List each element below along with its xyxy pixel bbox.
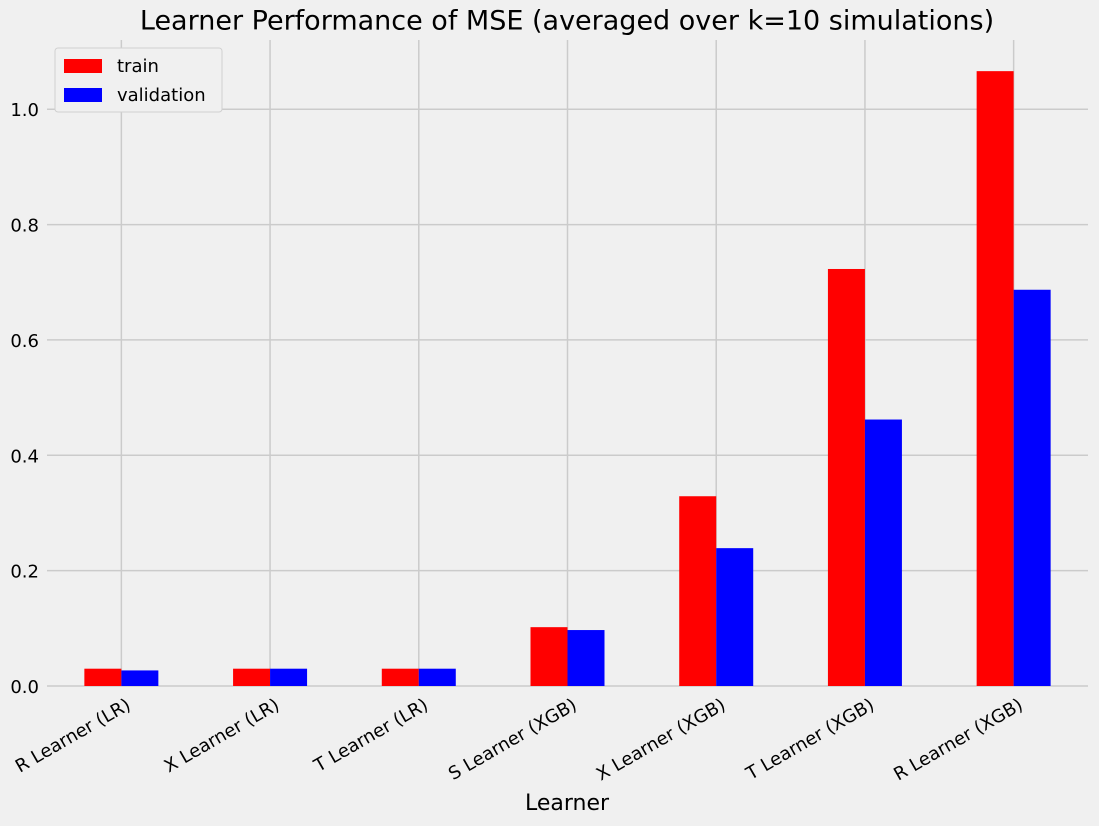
y-tick-label: 0.4: [10, 446, 39, 467]
bar: [381, 668, 419, 686]
bar: [976, 71, 1014, 687]
bar: [827, 268, 865, 686]
legend-swatch: [64, 88, 102, 102]
y-tick-label: 0.2: [10, 562, 39, 583]
y-tick-label: 0.6: [10, 331, 39, 352]
bar: [530, 627, 568, 686]
legend-swatch: [64, 59, 102, 73]
bar: [1013, 289, 1051, 686]
bar: [567, 630, 605, 686]
bar: [679, 496, 717, 686]
bar: [121, 670, 159, 686]
x-axis-label: Learner: [525, 791, 610, 816]
bar: [84, 668, 122, 686]
bar: [716, 548, 754, 686]
y-tick-label: 1.0: [10, 100, 39, 121]
y-tick-label: 0.0: [10, 677, 39, 698]
legend-label: validation: [117, 85, 206, 106]
y-tick-label: 0.8: [10, 216, 39, 237]
bar: [270, 668, 308, 686]
chart-title: Learner Performance of MSE (averaged ove…: [140, 6, 994, 37]
bar: [233, 668, 271, 686]
bar: [418, 668, 456, 686]
bar: [864, 419, 902, 686]
legend-label: train: [117, 56, 159, 77]
